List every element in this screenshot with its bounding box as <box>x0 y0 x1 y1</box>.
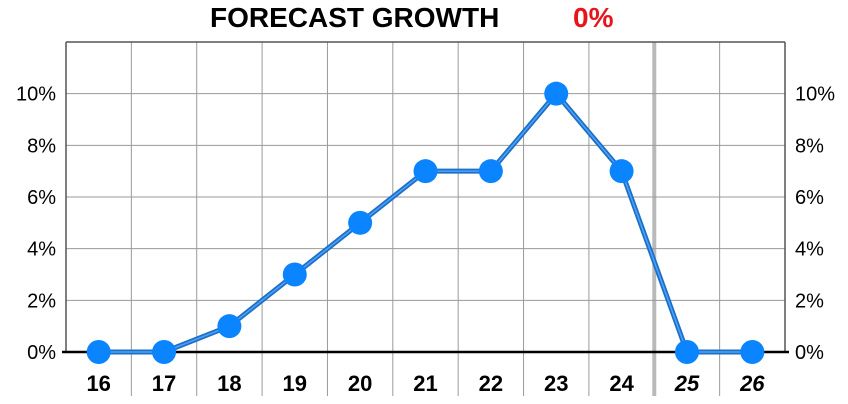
x-tick-label: 23 <box>544 371 568 396</box>
x-tick-label: 21 <box>413 371 437 396</box>
x-tick-label: 25 <box>674 371 700 396</box>
y-tick-label-right: 6% <box>795 187 824 209</box>
data-point <box>674 340 699 364</box>
x-tick-label: 18 <box>217 371 241 396</box>
plot-grid <box>62 41 789 396</box>
y-tick-label-left: 2% <box>27 290 56 312</box>
y-tick-label-right: 2% <box>795 290 824 312</box>
data-point <box>348 210 373 235</box>
chart-title: FORECAST GROWTH <box>210 2 499 33</box>
y-tick-label-right: 8% <box>795 135 824 157</box>
data-point <box>217 314 242 339</box>
y-tick-label-left: 6% <box>27 187 56 209</box>
x-tick-label: 22 <box>479 371 503 396</box>
y-tick-label-right: 4% <box>795 239 824 261</box>
data-point <box>609 159 634 184</box>
data-point <box>86 340 111 364</box>
y-tick-label-right: 0% <box>795 342 824 364</box>
data-point <box>282 262 307 287</box>
x-tick-label: 20 <box>348 371 372 396</box>
x-tick-label: 16 <box>86 371 110 396</box>
data-point <box>478 159 503 184</box>
x-tick-label: 26 <box>739 371 765 396</box>
forecast-growth-value: 0% <box>573 2 614 33</box>
data-point <box>413 159 438 184</box>
data-series <box>86 81 765 364</box>
y-axis-ticks: 0% 0% 2% 2% 4% 4% 6% 6% 8% 8% 10% 10% <box>16 84 835 364</box>
y-tick-label-right: 10% <box>795 84 835 106</box>
data-point <box>740 340 765 364</box>
y-tick-label-left: 0% <box>27 342 56 364</box>
y-tick-label-left: 4% <box>27 239 56 261</box>
data-point <box>544 81 569 106</box>
x-tick-label: 17 <box>152 371 176 396</box>
y-tick-label-left: 10% <box>16 84 56 106</box>
data-point <box>152 340 177 364</box>
x-axis-ticks: 16 17 18 19 20 21 22 23 24 25 26 <box>86 371 765 396</box>
x-tick-label: 24 <box>609 371 634 396</box>
x-tick-label: 19 <box>283 371 307 396</box>
y-tick-label-left: 8% <box>27 135 56 157</box>
